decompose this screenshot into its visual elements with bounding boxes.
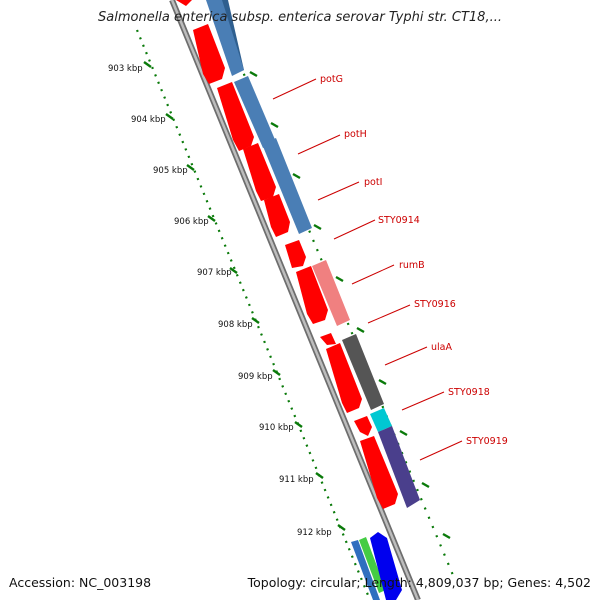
partial-gene-blue bbox=[351, 540, 380, 600]
gene-label-ulaA: ulaA bbox=[431, 342, 452, 353]
kbp-tick-mark bbox=[143, 61, 152, 68]
kbp-tick-mark bbox=[207, 215, 216, 222]
kbp-ticks: 903 kbp 904 kbp 905 kbp 906 kbp 907 kbp … bbox=[108, 61, 346, 538]
kbp-label: 905 kbp bbox=[153, 166, 188, 176]
leader-line bbox=[419, 440, 463, 461]
kbp-label: 912 kbp bbox=[297, 528, 332, 538]
gene-label-STY0918: STY0918 bbox=[448, 387, 490, 398]
partial-gene-blue-arrow bbox=[370, 532, 402, 600]
cds-arrow bbox=[176, 0, 192, 6]
kbp-label: 910 kbp bbox=[259, 423, 294, 433]
gene-label-potI: potI bbox=[364, 177, 382, 188]
gene-label-STY0914: STY0914 bbox=[378, 215, 420, 226]
lower-partial-genes bbox=[351, 532, 402, 600]
map-title: Salmonella enterica subsp. enterica sero… bbox=[98, 10, 502, 25]
cds-arrow bbox=[243, 143, 276, 201]
kbp-label: 906 kbp bbox=[174, 217, 209, 227]
leader-line bbox=[367, 304, 411, 324]
leader-line bbox=[401, 391, 445, 411]
kbp-tick-mark bbox=[229, 267, 238, 274]
leader-line bbox=[272, 78, 317, 100]
cds-arrow bbox=[285, 240, 306, 268]
kbp-tick-mark bbox=[272, 369, 281, 376]
gene-label-rumB: rumB bbox=[399, 260, 425, 271]
potH-gene bbox=[234, 76, 276, 148]
potI-gene bbox=[262, 138, 312, 234]
STY0919-gene bbox=[378, 426, 420, 508]
backbone bbox=[170, 0, 420, 600]
kbp-label: 903 kbp bbox=[108, 64, 143, 74]
topology-summary-text: Topology: circular; Length: 4,809,037 bp… bbox=[247, 575, 591, 590]
gene-labels: potG potH potI STY0914 rumB STY0916 ulaA… bbox=[272, 74, 508, 461]
rumB-gene bbox=[312, 260, 350, 326]
kbp-label: 911 kbp bbox=[279, 475, 314, 485]
kbp-tick-mark bbox=[251, 317, 260, 324]
partial-gene-green bbox=[359, 537, 386, 593]
gene-label-potH: potH bbox=[344, 129, 367, 140]
kbp-tick-mark bbox=[165, 113, 174, 120]
gene-track bbox=[206, 0, 420, 508]
leader-line bbox=[333, 219, 376, 240]
leader-line bbox=[384, 346, 428, 366]
kbp-tick-mark bbox=[186, 164, 195, 171]
ulaA-gene bbox=[342, 334, 384, 410]
kbp-tick-mark bbox=[294, 421, 303, 428]
leader-line bbox=[297, 134, 341, 155]
cds-forward-track bbox=[176, 0, 398, 509]
kbp-label: 907 kbp bbox=[197, 268, 232, 278]
cds-arrow bbox=[320, 333, 336, 345]
kbp-tick-mark bbox=[337, 524, 346, 531]
leader-line bbox=[317, 181, 360, 201]
cds-arrow bbox=[264, 194, 290, 237]
gene-label-potG: potG bbox=[320, 74, 343, 85]
cds-arrow bbox=[193, 24, 225, 84]
cds-arrow bbox=[217, 82, 254, 151]
gene-label-STY0916: STY0916 bbox=[414, 299, 456, 310]
potG-gene bbox=[206, 0, 244, 76]
cds-arrow bbox=[296, 266, 328, 324]
inner-dotted-track bbox=[135, 29, 372, 600]
kbp-label: 908 kbp bbox=[218, 320, 253, 330]
kbp-label: 904 kbp bbox=[131, 115, 166, 125]
cds-arrow bbox=[360, 436, 398, 509]
outer-track-ticks bbox=[249, 70, 451, 540]
kbp-tick-mark bbox=[315, 472, 324, 479]
gene-label-STY0919: STY0919 bbox=[466, 436, 508, 447]
accession-text: Accession: NC_003198 bbox=[9, 575, 151, 590]
kbp-label: 909 kbp bbox=[238, 372, 273, 382]
STY0918-gene bbox=[370, 408, 392, 432]
leader-line bbox=[351, 264, 395, 285]
cds-arrow bbox=[354, 416, 372, 436]
cds-arrow bbox=[326, 343, 362, 413]
